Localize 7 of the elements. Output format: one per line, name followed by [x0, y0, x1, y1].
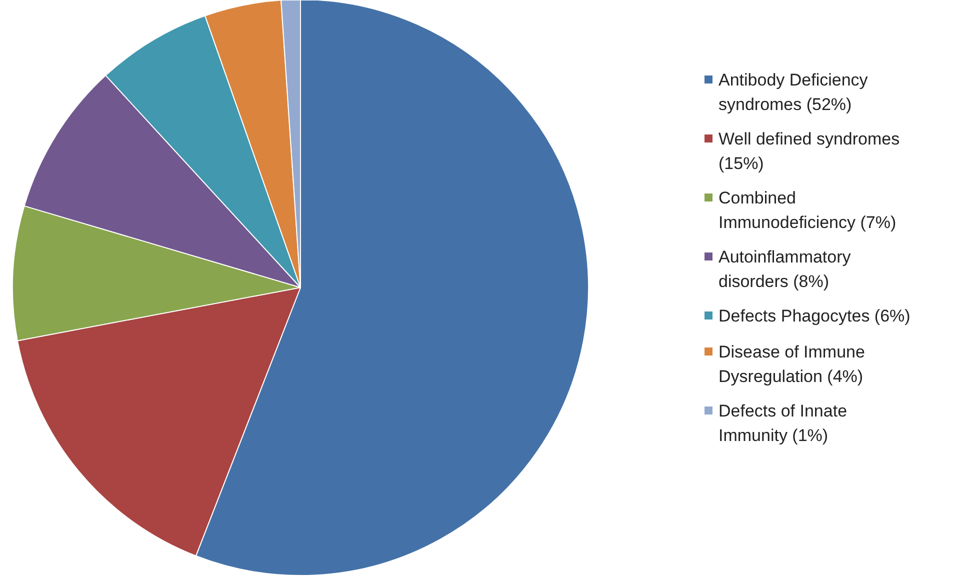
legend-label: Defects Phagocytes (6%) — [718, 306, 910, 326]
legend-label: Disease of Immune Dysregulation (4%) — [718, 342, 865, 386]
legend-label: Autoinflammatory disorders (8%) — [718, 248, 852, 292]
legend-label: Well defined syndromes (15%) — [718, 130, 900, 174]
legend-label: Antibody Deficiency syndromes (52%) — [718, 70, 868, 114]
legend-label: Combined Immunodeficiency (7%) — [718, 188, 896, 232]
legend-label: Defects of Innate Immunity (1%) — [718, 402, 848, 446]
